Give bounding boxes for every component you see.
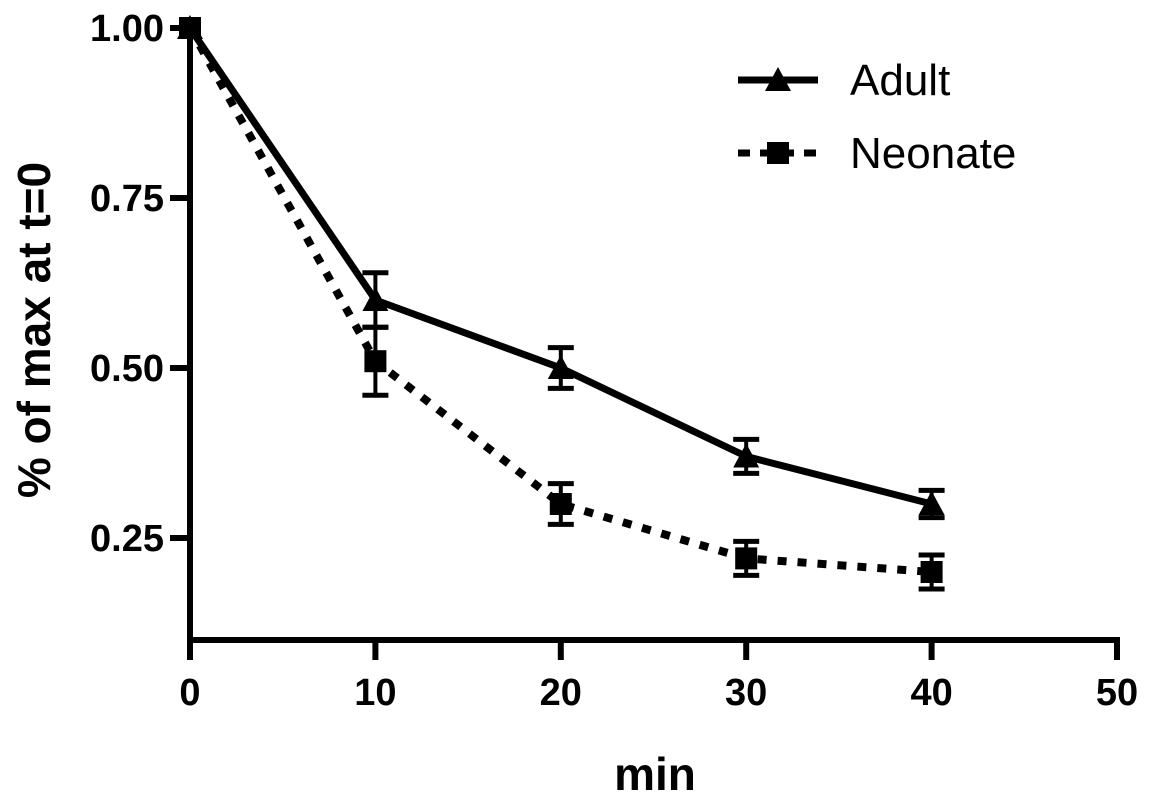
adult-point — [733, 443, 760, 468]
y-tick-label: 0.50 — [90, 348, 164, 390]
neonate-point — [179, 17, 201, 39]
x-tick-label: 50 — [1096, 672, 1138, 714]
adult-point — [547, 355, 574, 380]
neonate-point — [364, 350, 387, 373]
legend-item-adult: Adult — [738, 56, 950, 105]
neonate-point — [920, 561, 943, 583]
x-tick-label: 30 — [725, 672, 767, 714]
axes: 1.00 0.75 0.50 0.25 0 10 20 30 40 50 — [90, 8, 1138, 714]
legend-item-neonate: Neonate — [738, 129, 1016, 178]
x-tick-label: 10 — [354, 672, 396, 714]
series-adult — [177, 15, 945, 521]
legend-label: Adult — [850, 56, 950, 105]
adult-point — [918, 491, 945, 516]
x-tick-label: 0 — [179, 672, 200, 714]
y-tick-label: 0.25 — [90, 518, 164, 560]
x-tick-label: 20 — [540, 672, 582, 714]
y-axis-title: % of max at t=0 — [8, 162, 60, 498]
neonate-point — [735, 547, 758, 570]
x-axis-title: min — [614, 748, 696, 800]
series-neonate — [179, 17, 945, 592]
adult-point — [362, 287, 389, 312]
series-layer — [177, 15, 945, 592]
legend-marker — [767, 142, 789, 164]
neonate-point — [549, 493, 572, 515]
y-tick-label: 0.75 — [90, 178, 164, 220]
legend-marker — [765, 67, 791, 92]
x-tick-label: 40 — [910, 672, 952, 714]
legend-label: Neonate — [850, 129, 1016, 178]
adult-line — [187, 26, 933, 508]
legend: Adult Neonate — [738, 56, 1016, 178]
y-tick-label: 1.00 — [90, 8, 164, 50]
